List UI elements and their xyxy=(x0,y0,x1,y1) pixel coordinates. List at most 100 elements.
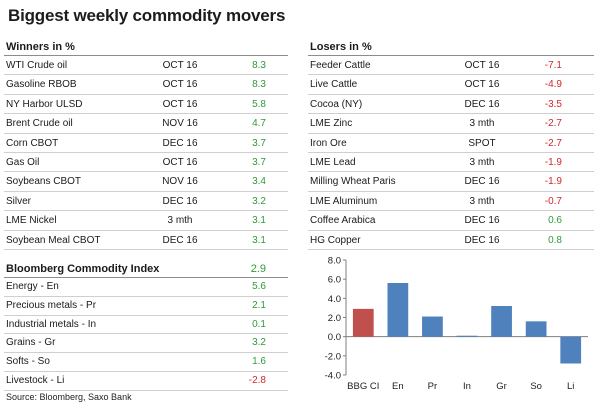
contract-month: 3 mth xyxy=(469,156,495,168)
contract-month: NOV 16 xyxy=(162,176,198,188)
x-tick-label: Li xyxy=(567,381,574,392)
y-tick-label: 4.0 xyxy=(328,294,341,305)
contract-month: DEC 16 xyxy=(162,137,198,149)
commodity-name: Livestock - Li xyxy=(6,374,65,386)
contract-month: NOV 16 xyxy=(162,118,198,130)
bar-gr xyxy=(491,306,512,337)
percent-change: 2.1 xyxy=(252,299,266,311)
table-row: HG Copper DEC 16 0.8 xyxy=(308,231,594,250)
table-row: Iron Ore SPOT -2.7 xyxy=(308,134,594,153)
commodity-name: Industrial metals - In xyxy=(6,318,97,330)
table-row: WTI Crude oil OCT 16 8.3 xyxy=(4,56,288,76)
y-tick-label: 6.0 xyxy=(328,275,341,286)
table-row: Gasoline RBOB OCT 16 8.3 xyxy=(4,75,288,95)
percent-change: -0.7 xyxy=(544,195,562,207)
bar-so xyxy=(525,321,547,337)
x-tick-label: Gr xyxy=(496,381,507,392)
commodity-name: HG Copper xyxy=(310,234,361,246)
table-row: Precious metals - Pr 2.1 xyxy=(4,297,288,316)
x-tick-label: So xyxy=(530,381,542,392)
commodity-name: Live Cattle xyxy=(310,79,358,91)
commodity-name: Softs - So xyxy=(6,356,50,368)
bar-li xyxy=(560,336,582,364)
commodity-name: Soybeans CBOT xyxy=(6,176,82,188)
contract-month: 3 mth xyxy=(469,195,495,207)
percent-change: 3.1 xyxy=(252,215,266,227)
commodity-name: Coffee Arabica xyxy=(310,215,376,227)
percent-change: 3.4 xyxy=(252,176,266,188)
winners-table: Winners in % WTI Crude oil OCT 16 8.3 Gasol… xyxy=(4,38,288,250)
source-note: Source: Bloomberg, Saxo Bank xyxy=(6,392,132,402)
percent-change: 3.7 xyxy=(252,137,266,149)
contract-month: OCT 16 xyxy=(162,60,198,71)
index-header: Bloomberg Commodity Index 2.9 xyxy=(4,260,288,278)
bar-in xyxy=(456,335,478,337)
index-header-value: 2.9 xyxy=(250,263,266,275)
commodity-name: Energy - En xyxy=(6,281,59,292)
commodity-name: Iron Ore xyxy=(310,137,347,149)
commodity-name: Gas Oil xyxy=(6,156,40,168)
percent-change: 8.3 xyxy=(252,79,266,91)
table-row: Coffee Arabica DEC 16 0.6 xyxy=(308,211,594,231)
contract-month: DEC 16 xyxy=(464,98,500,110)
sector-bar-chart: 8.0 6.0 4.0 2.0 0.0 -2.0 -4.0 BBG CI En Pr In Gr So L… xyxy=(325,256,588,392)
commodity-name: Cocoa (NY) xyxy=(310,98,363,110)
commodity-name: WTI Crude oil xyxy=(6,60,68,71)
commodity-name: LME Lead xyxy=(310,156,356,168)
commodity-name: Brent Crude oil xyxy=(6,118,73,130)
x-tick-label: BBG CI xyxy=(347,381,379,392)
percent-change: -2.7 xyxy=(544,118,562,130)
y-tick-label: 0.0 xyxy=(328,332,341,343)
contract-month: DEC 16 xyxy=(162,234,198,246)
percent-change: 5.6 xyxy=(252,281,266,292)
contract-month: DEC 16 xyxy=(464,234,500,246)
index-table: Bloomberg Commodity Index 2.9 Energy - E… xyxy=(4,260,288,391)
commodity-name: Grains - Gr xyxy=(6,337,56,349)
table-row: Silver DEC 16 3.2 xyxy=(4,192,288,212)
percent-change: -1.9 xyxy=(544,176,562,188)
contract-month: DEC 16 xyxy=(162,195,198,207)
x-tick-label: Pr xyxy=(428,381,438,392)
contract-month: 3 mth xyxy=(469,118,495,130)
table-row: Livestock - Li -2.8 xyxy=(4,372,288,391)
contract-month: OCT 16 xyxy=(162,98,198,110)
x-tick-label: En xyxy=(392,381,404,392)
commodity-name: Silver xyxy=(6,195,32,207)
table-row: Industrial metals - In 0.1 xyxy=(4,316,288,335)
commodity-name: Gasoline RBOB xyxy=(6,79,77,91)
percent-change: 4.7 xyxy=(252,118,266,130)
losers-header: Losers in % xyxy=(308,38,594,56)
table-row: NY Harbor ULSD OCT 16 5.8 xyxy=(4,95,288,115)
percent-change: 3.7 xyxy=(252,156,266,168)
index-header-label: Bloomberg Commodity Index xyxy=(6,263,160,275)
percent-change: 5.8 xyxy=(252,98,266,110)
percent-change: 1.6 xyxy=(252,356,266,368)
contract-month: OCT 16 xyxy=(464,79,500,91)
percent-change: 0.1 xyxy=(252,318,266,330)
losers-table: Losers in % Feeder Cattle OCT 16 -7.1 Live … xyxy=(308,38,594,250)
commodity-name: Milling Wheat Paris xyxy=(310,176,396,188)
contract-month: OCT 16 xyxy=(162,79,198,91)
contract-month: DEC 16 xyxy=(464,176,500,188)
contract-month: SPOT xyxy=(468,137,496,149)
table-row: Feeder Cattle OCT 16 -7.1 xyxy=(308,56,594,76)
percent-change: 0.6 xyxy=(548,215,562,227)
y-tick-label: 2.0 xyxy=(328,313,341,324)
percent-change: -2.7 xyxy=(544,137,562,149)
commodity-name: LME Aluminum xyxy=(310,195,378,207)
percent-change: -4.9 xyxy=(544,79,562,91)
table-row: Grains - Gr 3.2 xyxy=(4,334,288,354)
table-row: Energy - En 5.6 xyxy=(4,278,288,297)
page-title: Biggest weekly commodity movers xyxy=(8,6,286,25)
y-tick-label: 8.0 xyxy=(328,256,341,267)
table-row: Brent Crude oil NOV 16 4.7 xyxy=(4,114,288,134)
winners-header: Winners in % xyxy=(4,38,288,56)
table-row: LME Nickel 3 mth 3.1 xyxy=(4,211,288,231)
bar-en xyxy=(387,283,409,337)
commodity-name: Precious metals - Pr xyxy=(6,299,97,311)
table-row: Corn CBOT DEC 16 3.7 xyxy=(4,134,288,153)
percent-change: -2.8 xyxy=(248,374,266,386)
percent-change: -3.5 xyxy=(544,98,562,110)
bar-bbg-ci xyxy=(352,308,374,337)
table-row: Gas Oil OCT 16 3.7 xyxy=(4,153,288,173)
